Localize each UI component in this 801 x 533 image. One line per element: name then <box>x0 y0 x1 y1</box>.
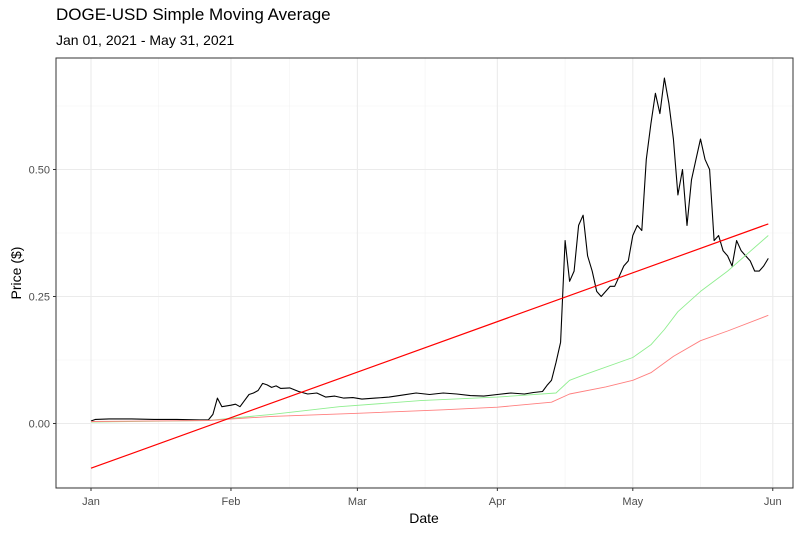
y-axis: 0.00 0.25 0.50 <box>29 165 56 431</box>
grid-minor <box>56 58 793 488</box>
price-line <box>90 77 769 422</box>
x-tick-label: Jun <box>764 496 782 508</box>
y-tick-label: 0.50 <box>29 165 50 177</box>
sma-green-line <box>90 235 769 423</box>
y-axis-title: Price ($) <box>8 247 24 300</box>
x-axis: Jan Feb Mar Apr May Jun <box>82 488 782 508</box>
chart-title: DOGE-USD Simple Moving Average <box>56 5 331 24</box>
y-tick-label: 0.25 <box>29 292 50 304</box>
x-tick-label: May <box>622 496 643 508</box>
x-axis-title: Date <box>409 510 439 526</box>
x-tick-label: Apr <box>489 496 506 508</box>
y-tick-label: 0.00 <box>29 419 50 431</box>
x-tick-label: Jan <box>82 496 100 508</box>
x-tick-label: Mar <box>348 496 367 508</box>
trend-line <box>90 223 769 469</box>
x-tick-label: Feb <box>221 496 240 508</box>
series-layer <box>90 77 769 469</box>
plot-panel-border <box>55 57 794 489</box>
sma-pink-line <box>90 314 769 422</box>
grid-major <box>56 58 793 488</box>
plot-panel-background <box>56 58 793 488</box>
chart-subtitle: Jan 01, 2021 - May 31, 2021 <box>56 32 235 48</box>
